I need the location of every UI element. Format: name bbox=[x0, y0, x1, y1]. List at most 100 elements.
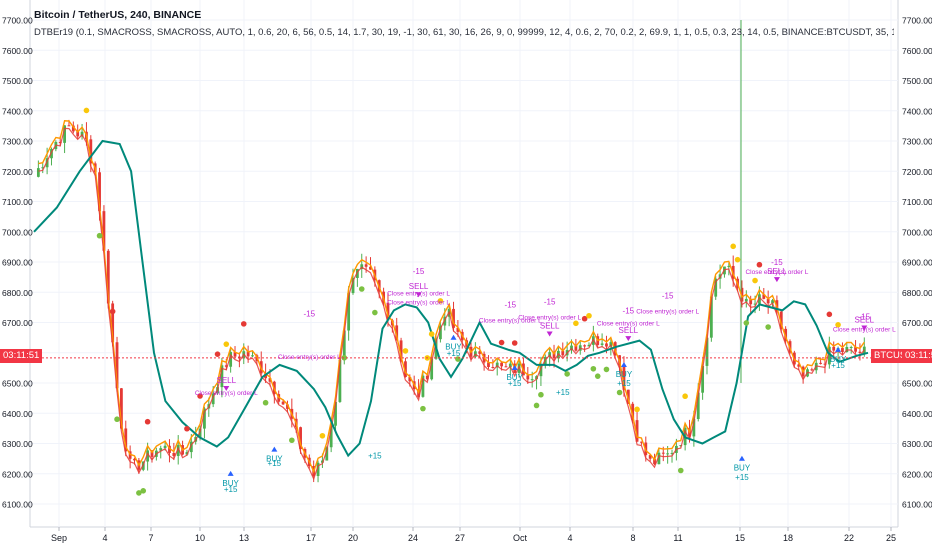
y-tick-right-16: 7700.00 bbox=[902, 16, 932, 26]
candle-body bbox=[338, 359, 342, 402]
signal-label-21: -15 bbox=[859, 312, 871, 321]
signal-label-7: Close entry(s) order L bbox=[387, 299, 450, 306]
signal-dot-upper bbox=[586, 312, 592, 319]
signal-dot-upper bbox=[634, 406, 640, 413]
signal-label-30: +15 bbox=[447, 349, 461, 358]
x-tick-5: 17 bbox=[306, 533, 316, 543]
candle-body bbox=[439, 325, 442, 340]
candle-body bbox=[819, 362, 822, 364]
signal-label-28: +15 bbox=[368, 452, 382, 461]
candle-body bbox=[355, 268, 359, 278]
candle-body bbox=[133, 458, 136, 461]
candle-body bbox=[342, 330, 346, 360]
signal-label-31: BUY bbox=[506, 373, 523, 382]
signal-label-13: -15 bbox=[623, 306, 635, 315]
y-tick-right-6: 6700.00 bbox=[902, 318, 932, 328]
candle-body bbox=[150, 450, 154, 457]
signal-dot-upper bbox=[835, 322, 841, 328]
candle-body bbox=[325, 447, 329, 461]
signal-label-11: Close entry(s) order L bbox=[518, 314, 581, 321]
sell-arrow-icon bbox=[773, 277, 780, 283]
signal-label-15: SELL bbox=[619, 326, 639, 335]
candle-body bbox=[587, 344, 591, 347]
signal-label-10: -15 bbox=[544, 297, 556, 306]
signal-dot-upper bbox=[144, 418, 151, 425]
candle-body bbox=[246, 351, 250, 357]
signal-dot-lower bbox=[765, 324, 771, 330]
x-tick-4: 13 bbox=[239, 533, 249, 543]
signal-dot-lower bbox=[616, 389, 623, 396]
signal-dot-upper bbox=[184, 425, 190, 432]
y-tick-right-0: 6100.00 bbox=[902, 500, 932, 510]
candle-body bbox=[168, 445, 171, 453]
candle-body bbox=[749, 298, 753, 305]
candle-body bbox=[334, 401, 337, 426]
candle-body bbox=[399, 340, 403, 362]
x-tick-3: 10 bbox=[195, 533, 205, 543]
y-tick-left-11: 7200.00 bbox=[2, 167, 33, 177]
signal-dot-lower bbox=[603, 366, 610, 373]
candle-body bbox=[299, 427, 302, 449]
candle-body bbox=[220, 365, 224, 388]
signal-label-20: Close entry(s) order L bbox=[745, 269, 808, 276]
x-tick-12: 11 bbox=[673, 533, 682, 543]
x-tick-2: 7 bbox=[148, 533, 153, 543]
candle-body bbox=[779, 311, 783, 329]
candle-body bbox=[797, 364, 801, 367]
x-tick-15: 22 bbox=[844, 533, 854, 543]
y-tick-left-4: 6500.00 bbox=[2, 379, 33, 389]
signal-dot-upper bbox=[581, 315, 588, 322]
candle-body bbox=[500, 362, 503, 367]
y-tick-right-12: 7300.00 bbox=[902, 137, 932, 147]
candle-body bbox=[159, 448, 163, 451]
candle-body bbox=[185, 452, 189, 455]
candle-body bbox=[351, 277, 355, 294]
candle-body bbox=[692, 418, 696, 437]
candle-body bbox=[425, 375, 429, 380]
signal-label-38: BUY bbox=[830, 355, 847, 364]
signal-dot-upper bbox=[223, 341, 230, 347]
candle-body bbox=[526, 375, 530, 380]
current-price-time-right: 03:11:51 bbox=[902, 349, 932, 363]
candle-body bbox=[583, 345, 587, 347]
y-tick-right-15: 7600.00 bbox=[902, 46, 932, 56]
moving-average-line bbox=[33, 139, 869, 458]
signal-label-22: SELL bbox=[855, 316, 875, 325]
candle-body bbox=[504, 366, 508, 368]
x-tick-13: 15 bbox=[735, 533, 745, 543]
signal-label-16: -15 bbox=[662, 291, 674, 300]
y-tick-right-11: 7200.00 bbox=[902, 167, 932, 177]
candle-body bbox=[552, 352, 556, 359]
signal-label-9: Close entry(s) order L bbox=[479, 318, 542, 325]
signal-label-0: SELL bbox=[216, 376, 236, 385]
y-tick-left-15: 7600.00 bbox=[2, 46, 33, 56]
y-tick-left-0: 6100.00 bbox=[2, 500, 33, 510]
y-tick-right-2: 6300.00 bbox=[902, 439, 932, 449]
signal-label-33: +15 bbox=[556, 388, 570, 397]
candle-body bbox=[854, 346, 857, 352]
candle-body bbox=[128, 451, 132, 459]
x-tick-11: 8 bbox=[630, 533, 635, 543]
signal-label-32: +15 bbox=[508, 379, 522, 388]
candle-body bbox=[640, 441, 643, 443]
candle-body bbox=[600, 343, 604, 345]
candle-body bbox=[111, 303, 115, 343]
candle-body bbox=[740, 287, 744, 302]
candle-body bbox=[605, 343, 608, 347]
candle-body bbox=[386, 302, 390, 321]
candle-body bbox=[766, 298, 770, 304]
y-tick-left-13: 7400.00 bbox=[2, 106, 33, 116]
x-tick-6: 20 bbox=[348, 533, 358, 543]
y-tick-left-12: 7300.00 bbox=[2, 137, 33, 147]
candle-body bbox=[701, 365, 705, 393]
candle-body bbox=[203, 408, 206, 429]
signal-dot-lower bbox=[341, 354, 348, 361]
y-tick-right-14: 7500.00 bbox=[902, 76, 932, 86]
signal-dot-upper bbox=[240, 321, 247, 327]
signal-label-14: Close entry(s) order L bbox=[597, 321, 660, 328]
signal-dot-upper bbox=[498, 339, 505, 346]
candle-body bbox=[653, 458, 656, 465]
signal-label-26: BUY bbox=[266, 455, 283, 464]
buy-arrow-icon bbox=[450, 334, 457, 340]
